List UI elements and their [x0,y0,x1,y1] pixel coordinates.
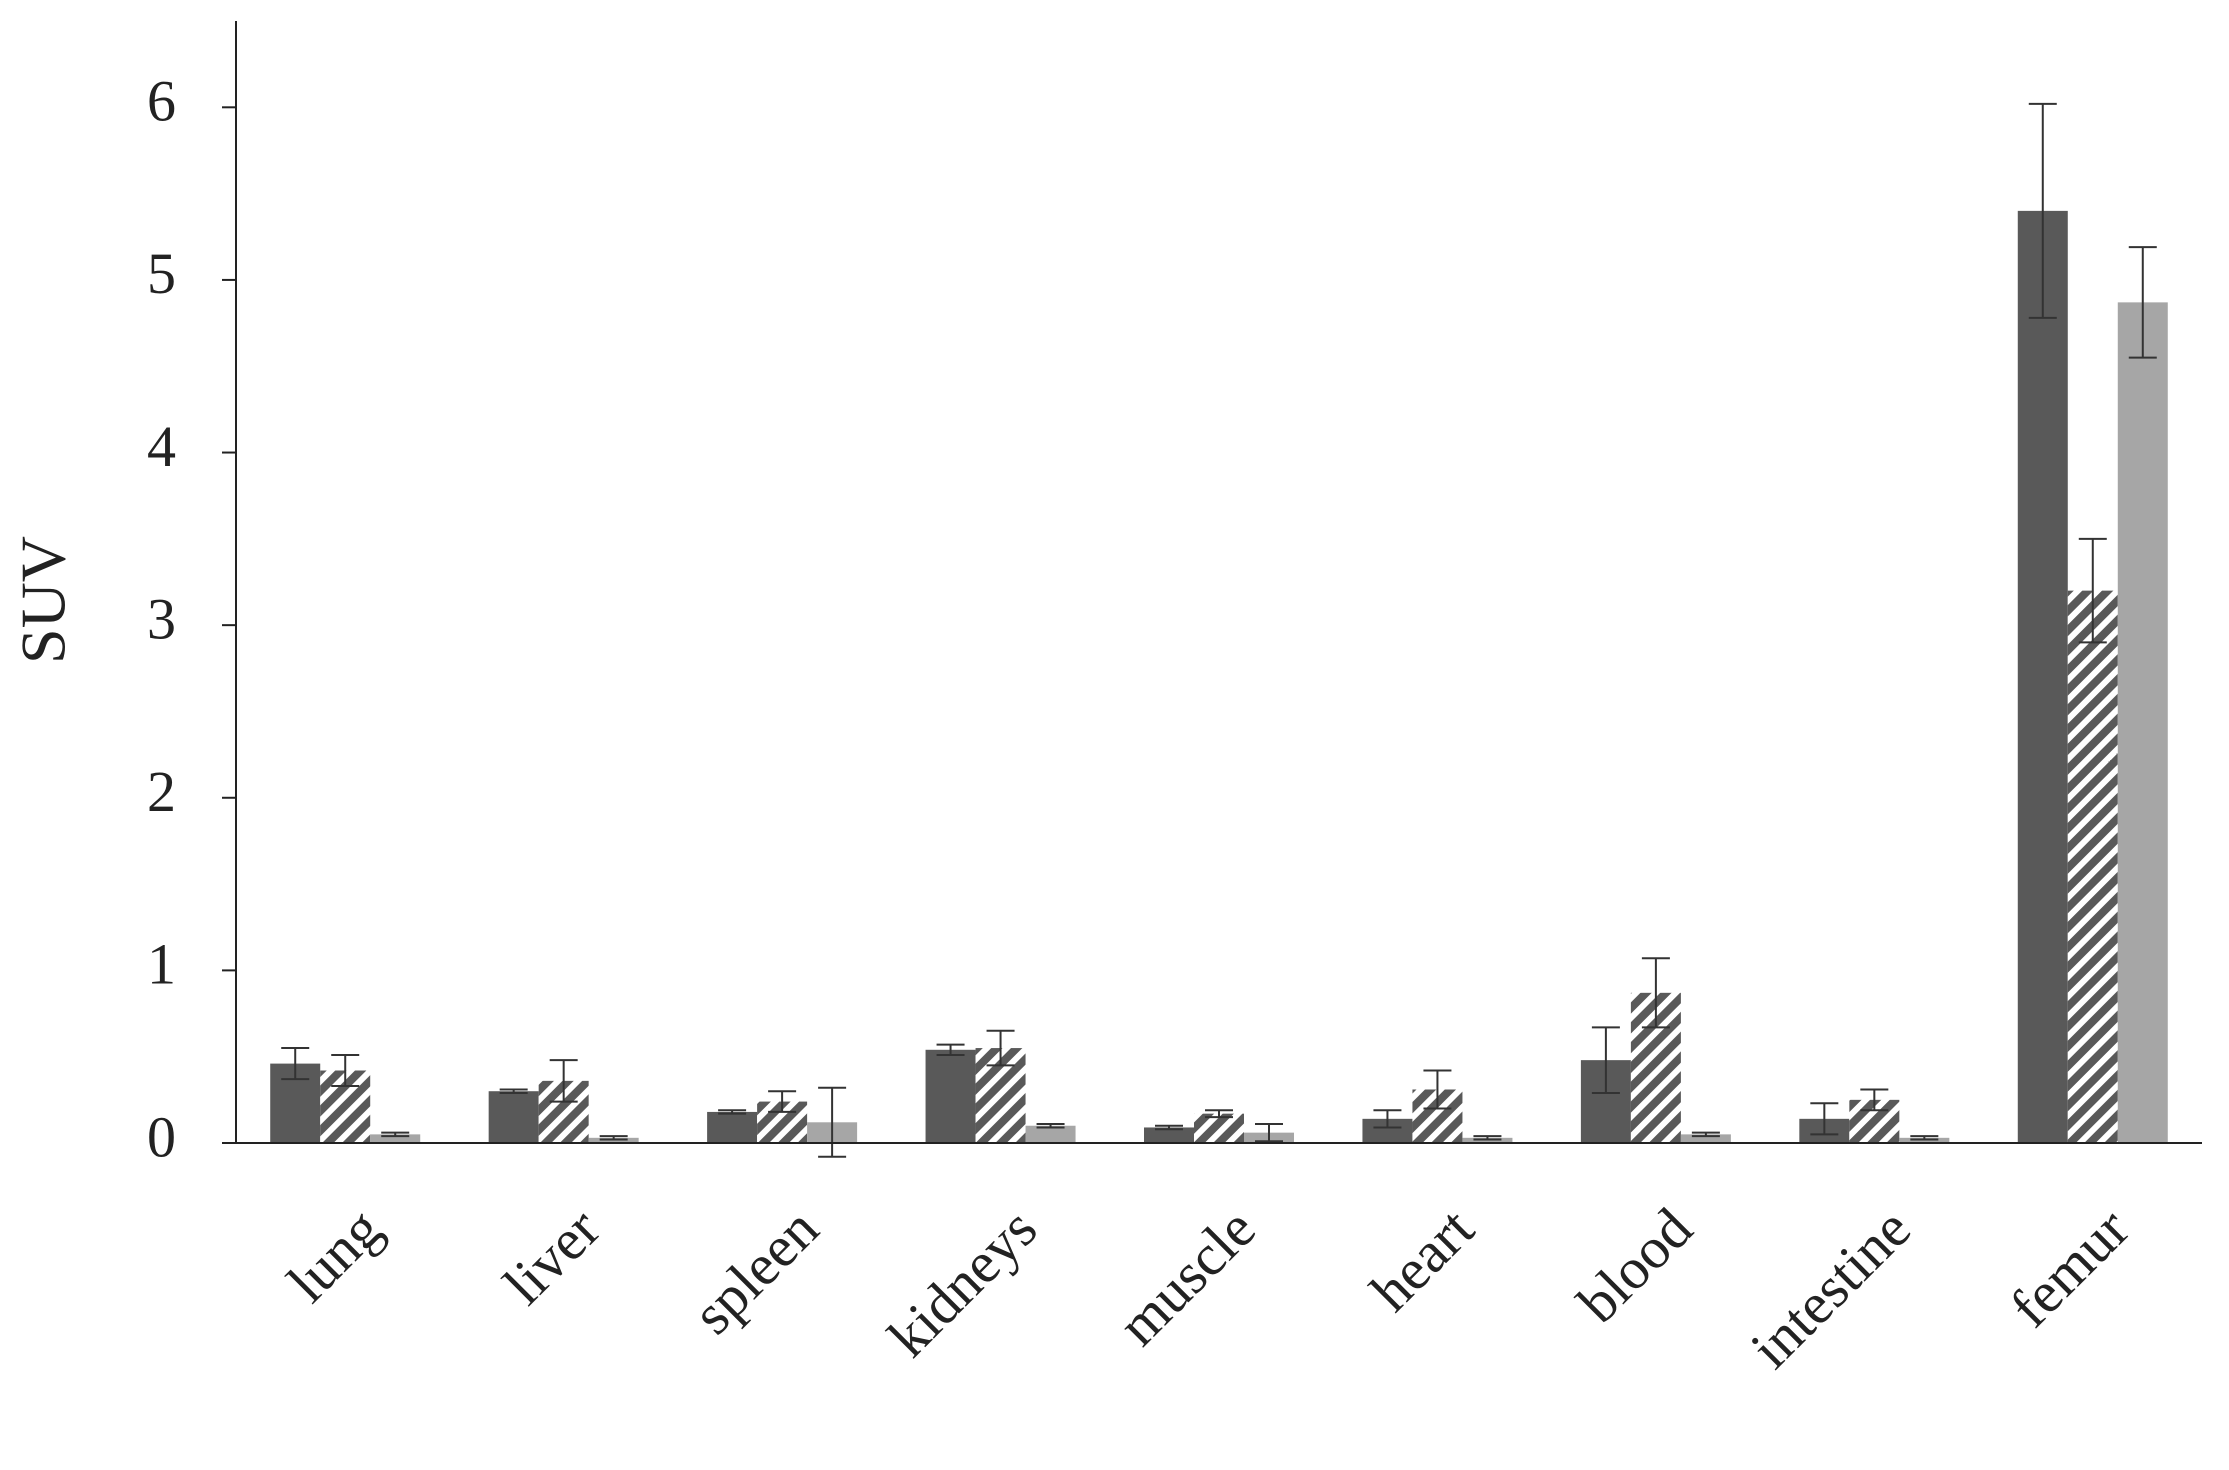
y-axis-label: SUV [8,536,79,664]
x-tick-label: muscle [1105,1196,1267,1358]
error-bar [2078,537,2107,644]
error-bar [281,1047,310,1081]
error-bar [1155,1124,1183,1131]
x-tick-label: lung [275,1196,394,1315]
x-tick-label: femur [1997,1196,2141,1340]
y-tick-label: 6 [147,69,176,134]
error-bar [1910,1135,1939,1141]
y-tick-label: 2 [147,759,176,824]
x-tick-label: kidneys [876,1196,1050,1370]
error-bar [1691,1131,1720,1138]
error-bar [986,1029,1015,1067]
error-bar [1423,1069,1452,1110]
bar [2067,590,2118,1143]
error-bar [2028,102,2057,319]
y-tick-label: 4 [147,414,176,479]
bar [2117,302,2168,1144]
x-tick-label: spleen [680,1196,831,1347]
error-bar [381,1131,410,1138]
error-bar [718,1109,747,1115]
bar [488,1091,539,1143]
error-bar [499,1088,528,1094]
bar [1025,1125,1076,1143]
error-bar [818,1086,847,1158]
error-bar [768,1090,797,1113]
bar [370,1134,421,1143]
y-tick-label: 3 [147,586,176,651]
bar [925,1049,976,1143]
error-bar [1810,1102,1839,1136]
error-bar [549,1059,578,1103]
y-tick-label: 0 [147,1104,176,1169]
bar [1144,1127,1194,1143]
bar [1680,1134,1731,1143]
x-tick-label: intestine [1738,1196,1923,1381]
x-tick-label: liver [491,1196,612,1317]
error-bar [1591,1026,1620,1094]
error-bar [1036,1123,1065,1129]
x-tick-label: blood [1565,1196,1704,1335]
error-bar [599,1135,628,1141]
error-bar [1205,1109,1233,1119]
error-bar [936,1043,965,1056]
error-bar [331,1053,360,1088]
error-bar [1641,957,1670,1029]
bar [1194,1113,1244,1143]
bar [2017,210,2068,1143]
y-tick-label: 1 [147,932,176,997]
y-tick-label: 5 [147,241,176,306]
error-bar [1373,1109,1402,1129]
error-bar [1473,1135,1502,1141]
x-tick-label: heart [1358,1196,1486,1324]
bar [707,1111,758,1143]
error-bar [1860,1088,1889,1112]
error-bar [1255,1123,1283,1143]
error-bar [2128,246,2157,359]
